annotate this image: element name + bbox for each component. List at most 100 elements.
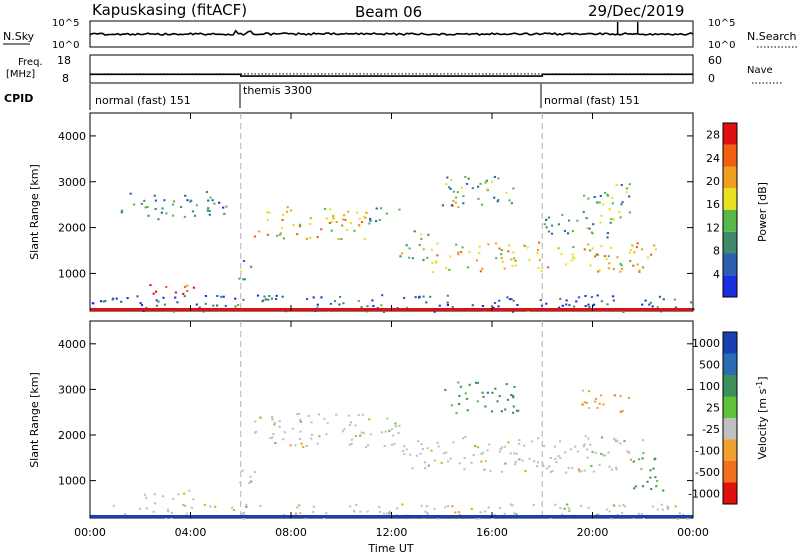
echo-cell [583, 194, 586, 197]
echo-cell [573, 257, 576, 260]
echo-cell [642, 439, 645, 442]
echo-cell [609, 221, 612, 224]
echo-cell [628, 251, 632, 254]
echo-cell [629, 260, 632, 262]
echo-cell [465, 397, 469, 400]
echo-cell [234, 297, 237, 300]
echo-cell [646, 256, 650, 259]
echo-cell [120, 211, 123, 214]
echo-cell [474, 381, 478, 384]
echo-cell [489, 469, 492, 472]
colorbar-tick-label: -500 [695, 466, 720, 479]
echo-cell [654, 476, 657, 479]
echo-cell [547, 465, 551, 468]
echo-cell [426, 447, 429, 450]
echo-cell [600, 436, 604, 439]
echo-cell [470, 507, 473, 510]
noise-sky-line [89, 29, 694, 36]
echo-cell [400, 252, 404, 255]
echo-cell [165, 286, 168, 288]
echo-cell [152, 510, 155, 513]
echo-cell [316, 236, 319, 239]
echo-cell [342, 214, 346, 217]
echo-cell [441, 204, 444, 207]
echo-cell [574, 445, 577, 448]
echo-cell [625, 187, 628, 190]
y-tick-label: 2000 [58, 429, 86, 442]
echo-cell [214, 505, 217, 508]
echo-cell [359, 510, 362, 513]
echo-cell [515, 513, 518, 516]
echo-cell [209, 196, 212, 199]
echo-cell [571, 253, 574, 256]
echo-cell [563, 229, 566, 232]
echo-cell [481, 305, 484, 307]
echo-cell [612, 218, 615, 221]
echo-cell [171, 203, 175, 206]
echo-cell [649, 469, 652, 472]
echo-cell [653, 458, 656, 461]
echo-cell [608, 262, 611, 265]
echo-cell [477, 446, 480, 449]
echo-cell [138, 507, 141, 510]
colorbar-swatch [723, 166, 737, 189]
echo-cell [298, 412, 301, 415]
echo-cell [518, 458, 521, 461]
echo-cell [450, 179, 453, 182]
echo-cell [610, 218, 613, 221]
cpid-row: CPID normal (fast) 151 themis 3300 norma… [4, 84, 640, 110]
echo-cell [435, 261, 438, 264]
echo-cell [445, 183, 448, 186]
echo-cell [165, 212, 168, 215]
echo-cell [281, 219, 284, 221]
echo-cell [431, 261, 434, 264]
colorbar-swatch [723, 210, 737, 232]
echo-cell [611, 197, 614, 199]
noise-trace [89, 22, 694, 36]
echo-cell [363, 215, 366, 218]
echo-cell [570, 259, 573, 262]
colorbar-swatch [723, 353, 737, 375]
echo-cell [398, 208, 401, 211]
echo-cell [267, 298, 270, 301]
echo-cell [299, 430, 302, 433]
echo-cell [242, 511, 245, 514]
echo-cell [462, 195, 465, 198]
echo-cell [678, 512, 681, 515]
echo-cell [204, 302, 207, 305]
echo-cell [464, 435, 467, 438]
echo-cell [510, 258, 513, 261]
echo-cell [307, 415, 310, 417]
x-axis-label: Time UT [367, 542, 413, 554]
echo-cell [174, 291, 177, 294]
echo-cell [368, 222, 371, 225]
echo-cell [463, 468, 466, 471]
echo-cell [505, 383, 508, 386]
echo-cell [312, 296, 315, 299]
echo-cell [245, 506, 248, 508]
echo-cell [592, 223, 595, 226]
echo-cell [620, 184, 623, 186]
echo-cell [183, 285, 187, 288]
echo-cell [613, 394, 616, 397]
echo-cell [491, 391, 494, 394]
echo-cell [444, 506, 447, 509]
colorbar-tick-label: 20 [706, 175, 720, 188]
echo-cell [433, 507, 436, 510]
echo-cell [615, 184, 618, 186]
echo-cell [541, 463, 544, 466]
echo-cell [296, 233, 299, 236]
echo-cell [596, 406, 599, 409]
echo-cell [494, 387, 497, 390]
echo-cell [220, 295, 223, 298]
echo-cell [294, 512, 297, 515]
echo-cell [289, 209, 293, 212]
echo-cell [425, 301, 428, 304]
echo-cell [382, 311, 386, 313]
echo-cell [231, 506, 234, 509]
echo-cell [588, 227, 591, 230]
nave-label: Nave [747, 65, 773, 76]
nave-line [90, 73, 693, 77]
echo-cell [607, 267, 610, 270]
echo-cell [427, 233, 430, 236]
